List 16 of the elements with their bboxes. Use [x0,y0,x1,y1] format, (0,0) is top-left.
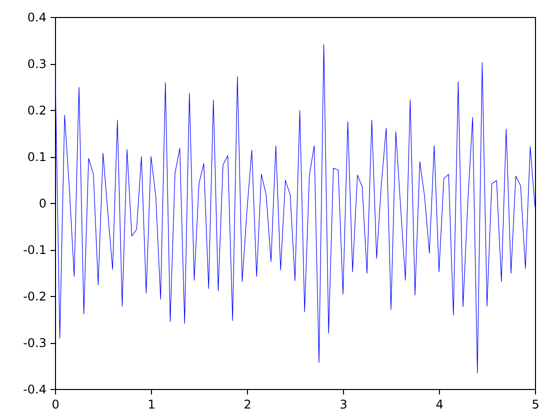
x-tick-label: 4 [436,398,444,412]
x-tick-label: 2 [244,398,252,412]
y-tick-label: 0.2 [27,104,46,118]
y-tick-label: -0.1 [23,243,46,257]
x-tick-label: 0 [52,398,60,412]
x-tick-label: 3 [340,398,348,412]
y-tick-label: -0.2 [23,290,46,304]
line-series [55,44,535,374]
y-tick-label: 0.1 [27,150,46,164]
y-tick-label: 0 [38,196,46,210]
x-tick-label: 5 [532,398,540,412]
y-tick-label: 0.3 [27,57,46,71]
y-tick-label: -0.3 [23,336,46,350]
y-tick-label: 0.4 [27,10,46,24]
x-tick-label: 1 [148,398,156,412]
y-tick-label: -0.4 [23,382,46,396]
